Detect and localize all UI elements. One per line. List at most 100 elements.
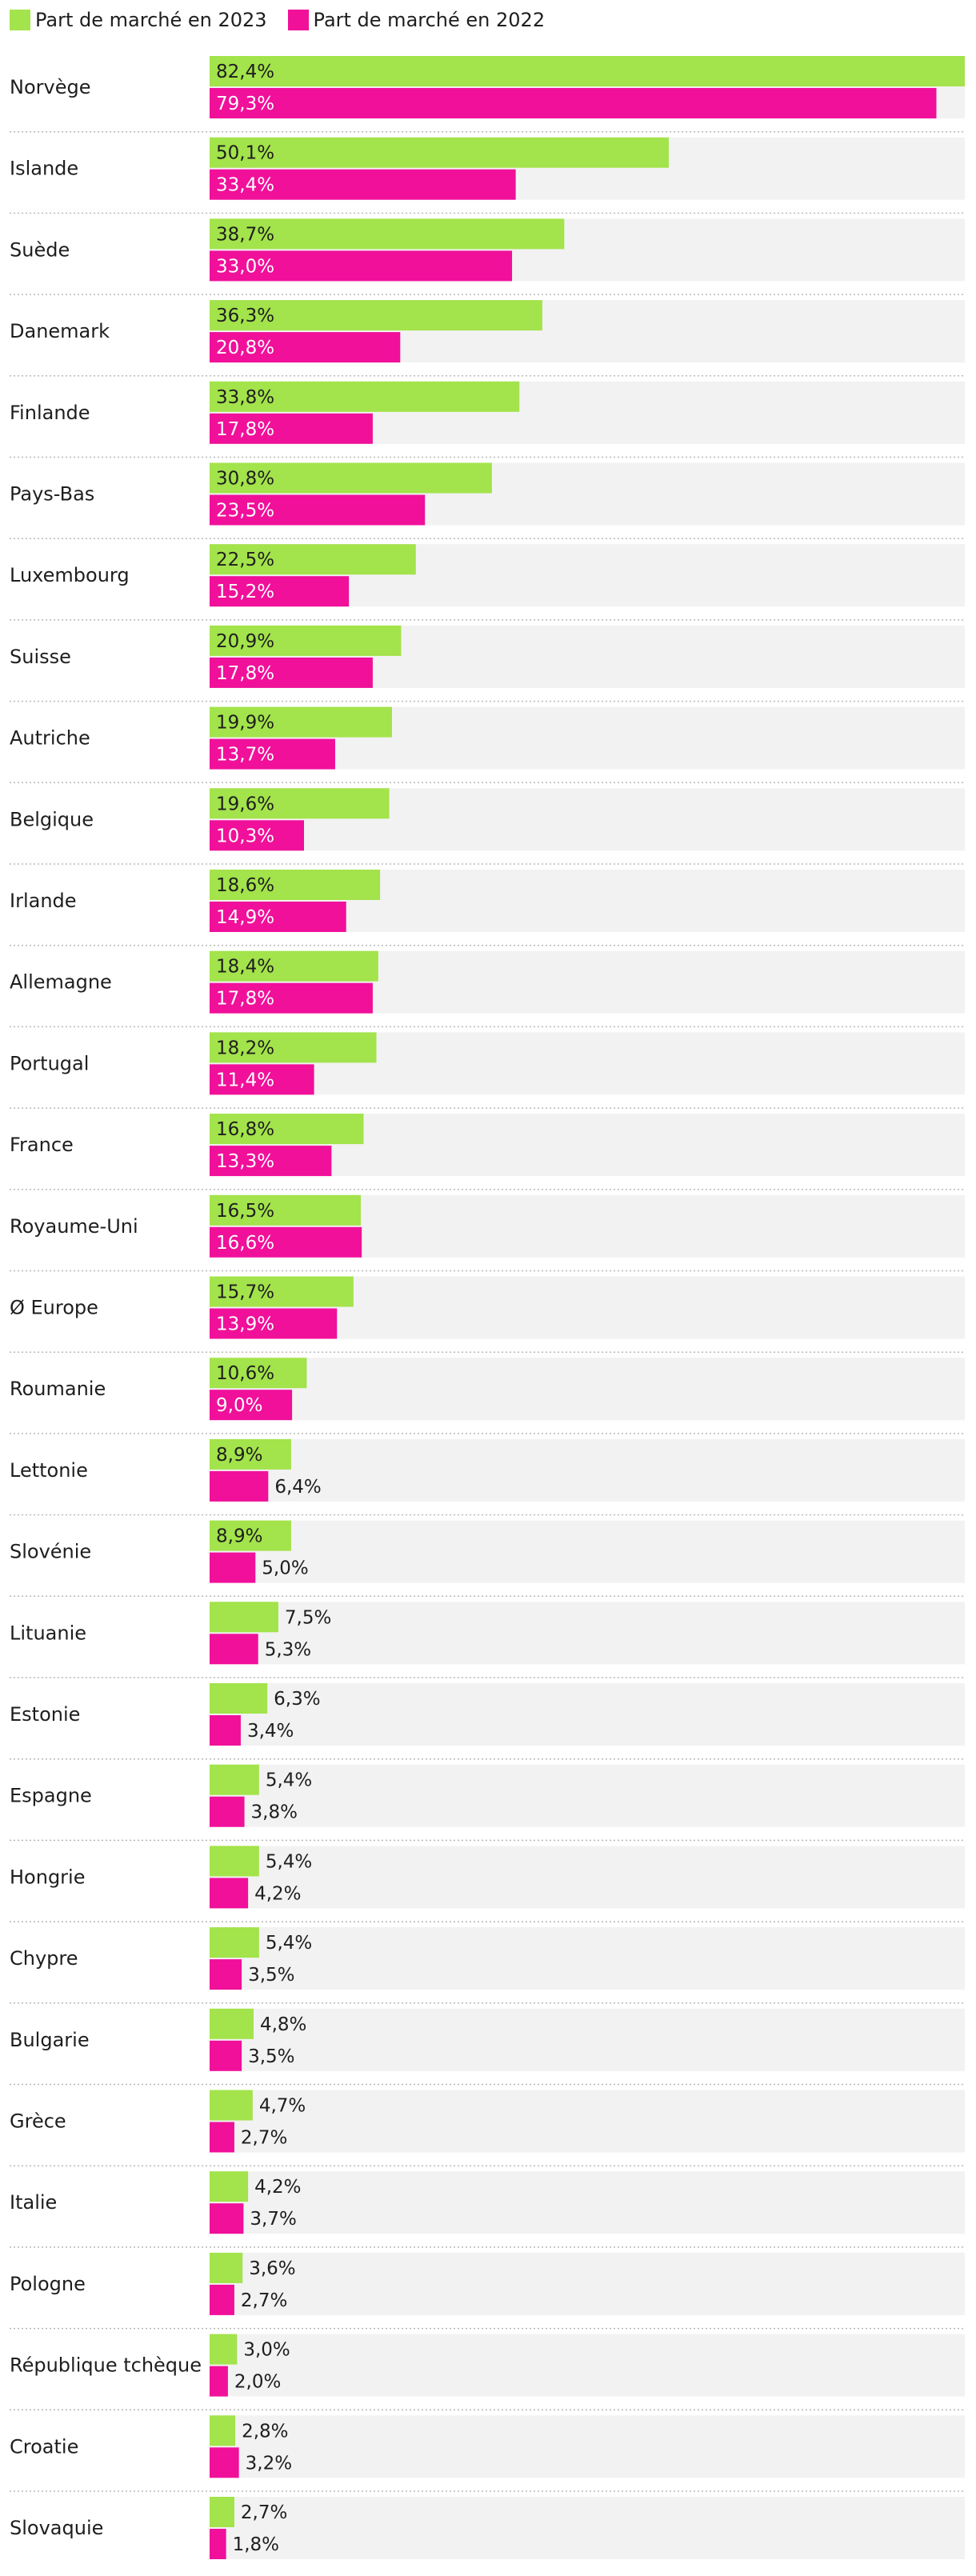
- bar-2022: [210, 657, 373, 688]
- country-label: Norvège: [10, 76, 90, 98]
- country-label: Royaume-Uni: [10, 1215, 138, 1238]
- bar-2022: [210, 1146, 332, 1177]
- bar-2022: [210, 88, 937, 118]
- legend-swatch-2023: [10, 10, 30, 30]
- country-label: Suisse: [10, 646, 71, 668]
- value-label-2022: 13,3%: [216, 1151, 274, 1172]
- bar-2023: [210, 1927, 259, 1958]
- bar-2023: [210, 56, 965, 86]
- country-label: Estonie: [10, 1703, 80, 1726]
- row-background: [210, 2008, 965, 2071]
- bar-2022: [210, 2447, 239, 2478]
- value-label-2023: 2,8%: [242, 2421, 288, 2442]
- country-label: Luxembourg: [10, 564, 130, 586]
- bar-2022: [210, 1390, 293, 1421]
- bar-2022: [210, 982, 373, 1014]
- bar-2023: [210, 2090, 253, 2121]
- bar-2023: [210, 1114, 364, 1145]
- value-label-2023: 82,4%: [216, 62, 274, 82]
- country-label: Chypre: [10, 1947, 78, 1970]
- row-background: [210, 2497, 965, 2559]
- row-background: [210, 2334, 965, 2397]
- value-label-2023: 16,5%: [216, 1201, 274, 1222]
- value-label-2023: 18,4%: [216, 957, 274, 978]
- value-label-2022: 13,9%: [216, 1314, 274, 1335]
- legend-item-2022: Part de marché en 2022: [287, 9, 545, 31]
- value-label-2022: 14,9%: [216, 907, 274, 928]
- value-label-2023: 36,3%: [216, 306, 274, 326]
- value-label-2023: 8,9%: [216, 1445, 262, 1466]
- value-label-2023: 19,9%: [216, 713, 274, 734]
- value-label-2022: 5,0%: [262, 1558, 308, 1579]
- bar-2022: [210, 2529, 226, 2559]
- value-label-2023: 16,8%: [216, 1119, 274, 1140]
- country-label: Slovaquie: [10, 2517, 103, 2539]
- value-label-2023: 38,7%: [216, 224, 274, 245]
- country-label: Lituanie: [10, 1622, 86, 1644]
- country-label: Grèce: [10, 2110, 66, 2133]
- value-label-2023: 50,1%: [216, 143, 274, 164]
- value-label-2023: 4,8%: [260, 2014, 306, 2035]
- value-label-2023: 15,7%: [216, 1282, 274, 1303]
- country-label: Hongrie: [10, 1866, 85, 1888]
- bar-2022: [210, 1959, 242, 1990]
- row-background: [210, 1438, 965, 1502]
- row-background: [210, 1520, 965, 1583]
- value-label-2023: 8,9%: [216, 1526, 262, 1547]
- bar-2023: [210, 1194, 362, 1226]
- bar-2022: [210, 169, 516, 200]
- bar-2022: [210, 902, 346, 932]
- row-background: [210, 1927, 965, 1990]
- legend-item-2023: Part de marché en 2023: [10, 9, 267, 31]
- bar-2023: [210, 300, 542, 331]
- value-label-2022: 3,7%: [250, 2209, 296, 2230]
- value-label-2023: 22,5%: [216, 550, 274, 570]
- bar-2023: [210, 381, 520, 412]
- value-label-2022: 17,8%: [216, 663, 274, 684]
- bar-2022: [210, 1634, 258, 1665]
- bar-2023: [210, 1520, 291, 1551]
- row-background: [210, 2090, 965, 2153]
- bar-2023: [210, 2008, 254, 2039]
- country-label: Roumanie: [10, 1378, 106, 1400]
- bar-2023: [210, 870, 381, 900]
- value-label-2022: 17,8%: [216, 419, 274, 440]
- row-background: [210, 1683, 965, 1746]
- value-label-2022: 11,4%: [216, 1070, 274, 1090]
- bar-2022: [210, 738, 335, 770]
- value-label-2022: 2,7%: [241, 2290, 287, 2311]
- value-label-2022: 2,7%: [241, 2128, 287, 2149]
- value-label-2022: 1,8%: [233, 2534, 279, 2555]
- value-label-2023: 10,6%: [216, 1363, 274, 1384]
- bar-2023: [210, 1358, 307, 1389]
- bar-2022: [210, 1715, 241, 1746]
- value-label-2023: 7,5%: [285, 1607, 331, 1628]
- value-label-2023: 2,7%: [241, 2502, 287, 2523]
- row-background: [210, 1846, 965, 1909]
- bar-2023: [210, 2415, 236, 2446]
- country-label: Bulgarie: [10, 2029, 90, 2051]
- row-background: [210, 2415, 965, 2478]
- bar-2023: [210, 2334, 238, 2365]
- country-label: Finlande: [10, 402, 90, 424]
- bar-2023: [210, 1846, 259, 1877]
- bar-2023: [210, 1764, 259, 1795]
- row-background: [210, 1602, 965, 1665]
- value-label-2022: 3,4%: [247, 1721, 294, 1742]
- bar-2022: [210, 1470, 269, 1502]
- country-label: Croatie: [10, 2435, 78, 2458]
- country-label: Slovénie: [10, 1541, 91, 1563]
- bar-2022: [210, 1796, 245, 1827]
- value-label-2023: 5,4%: [266, 1770, 312, 1791]
- bar-2023: [210, 1602, 278, 1633]
- country-label: Italie: [10, 2191, 57, 2214]
- bar-2022: [210, 2284, 234, 2315]
- bar-2022: [210, 413, 373, 444]
- bar-2022: [210, 1552, 256, 1583]
- bar-2022: [210, 1064, 314, 1095]
- country-label: Danemark: [10, 320, 110, 342]
- bar-2022: [210, 820, 304, 851]
- country-label: Ø Europe: [10, 1297, 98, 1319]
- value-label-2022: 3,2%: [246, 2453, 292, 2474]
